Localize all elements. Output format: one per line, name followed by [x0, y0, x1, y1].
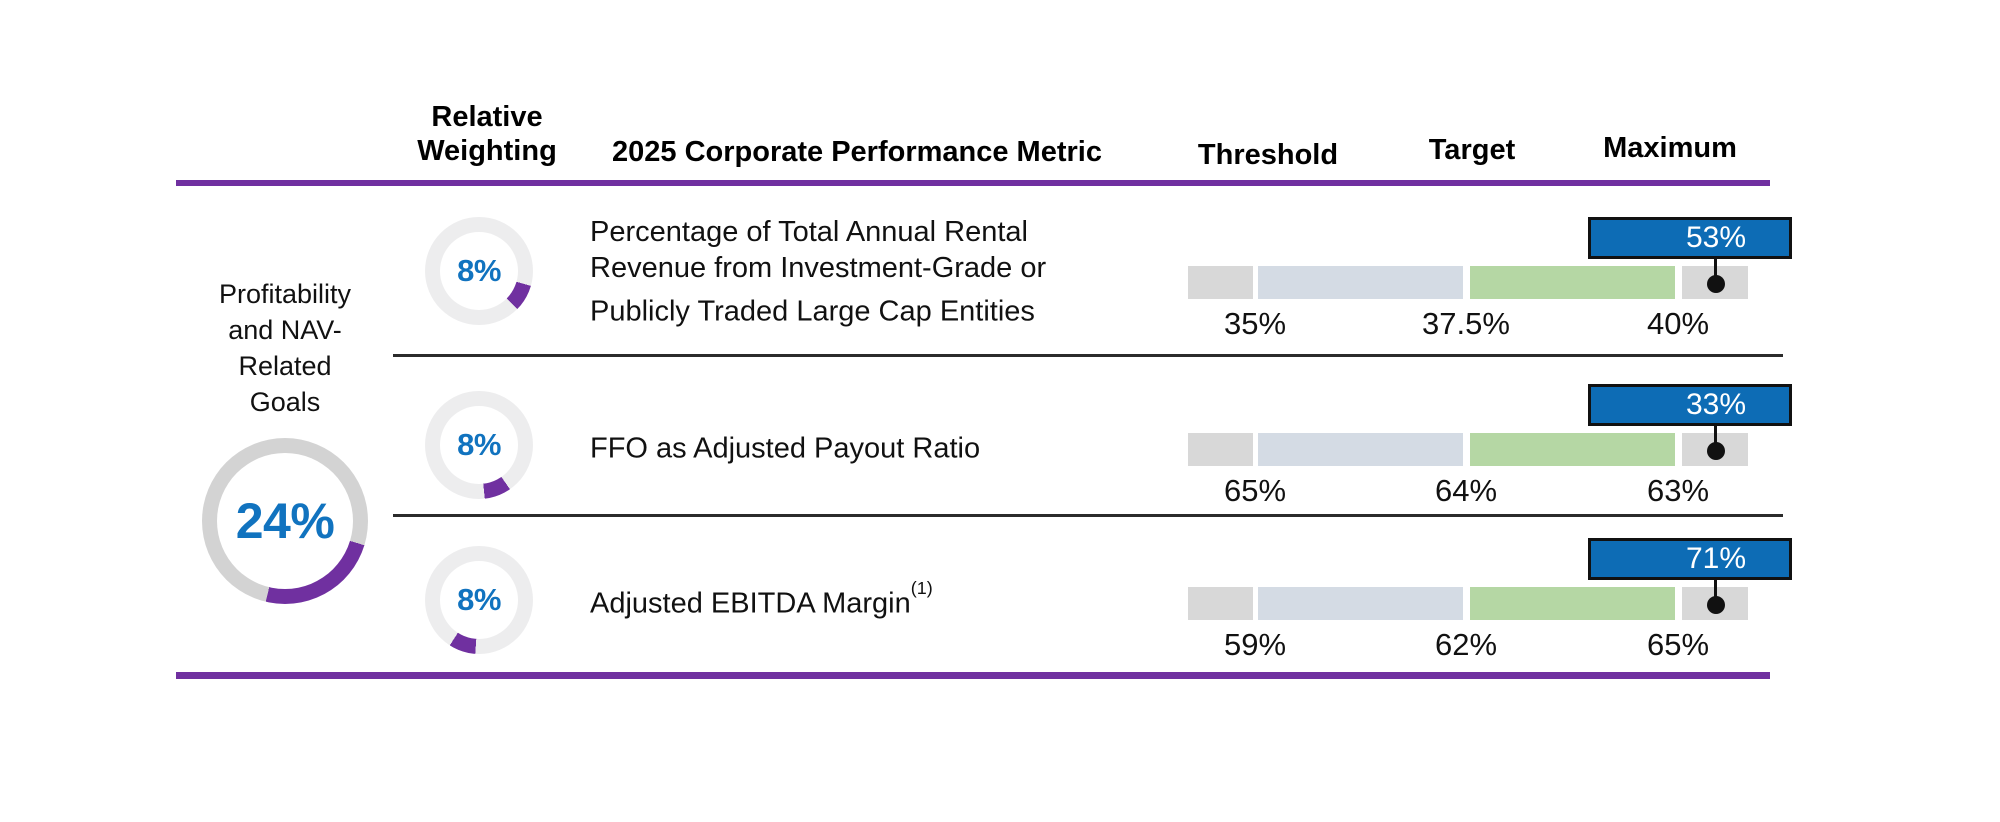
goal-group-label: Profitability and NAV- Related Goals — [218, 279, 352, 417]
actual-value: 53% — [1685, 221, 1747, 254]
performance-bar — [1188, 587, 1748, 620]
metric-row: 8% FFO as Adjusted Payout Ratio 65% 64% … — [0, 353, 2000, 514]
threshold-value: 59% — [1223, 627, 1287, 662]
performance-bar — [1188, 433, 1748, 466]
performance-bar — [1188, 266, 1748, 299]
metric-row: 8% Percentage of Total Annual Rental Rev… — [0, 186, 2000, 353]
metric-footnote: (1) — [910, 578, 933, 599]
row-weight-value: 8% — [457, 253, 501, 288]
metric-row: 8% Adjusted EBITDA Margin(1) 59% 62% 65%… — [0, 507, 2000, 672]
bar-segment-threshold-to-target — [1258, 587, 1463, 620]
row-divider — [393, 354, 1783, 357]
target-value: 37.5% — [1422, 306, 1510, 341]
threshold-value: 65% — [1223, 473, 1287, 508]
header-rule — [176, 180, 1770, 186]
column-header-threshold: Threshold — [1197, 139, 1339, 171]
maximum-value: 63% — [1646, 473, 1710, 508]
metric-text: Percentage of Total Annual Rental Revenu… — [590, 216, 1047, 328]
metric-text: Adjusted EBITDA Margin — [590, 587, 911, 620]
bar-segment-below-threshold — [1188, 433, 1253, 466]
callout-stem — [1714, 426, 1717, 451]
threshold-value: 35% — [1223, 306, 1287, 341]
bar-segment-target-to-maximum — [1470, 433, 1675, 466]
bar-segment-threshold-to-target — [1258, 266, 1463, 299]
row-weight-donut: 8% — [425, 217, 533, 325]
actual-value: 33% — [1685, 388, 1747, 421]
actual-value-callout: 33% — [1588, 384, 1792, 426]
metric-label: Percentage of Total Annual Rental Revenu… — [590, 197, 1090, 347]
callout-stem — [1714, 580, 1717, 605]
metric-label: Adjusted EBITDA Margin(1) — [590, 525, 1090, 675]
actual-value-callout: 53% — [1588, 217, 1792, 259]
actual-value-callout: 71% — [1588, 538, 1792, 580]
bar-segment-target-to-maximum — [1470, 587, 1675, 620]
column-header-maximum: Maximum — [1603, 132, 1737, 164]
row-weight-donut: 8% — [425, 391, 533, 499]
metric-text: FFO as Adjusted Payout Ratio — [590, 432, 981, 465]
bar-segment-below-threshold — [1188, 266, 1253, 299]
row-divider — [393, 514, 1783, 517]
target-value: 62% — [1434, 627, 1498, 662]
bar-segment-below-threshold — [1188, 587, 1253, 620]
row-weight-donut: 8% — [425, 546, 533, 654]
group-weight-donut: 24% — [202, 438, 368, 604]
column-header-target: Target — [1428, 134, 1516, 166]
target-value: 64% — [1434, 473, 1498, 508]
actual-marker-dot — [1707, 596, 1725, 614]
row-weight-value: 8% — [457, 427, 501, 462]
row-weight-value: 8% — [457, 582, 501, 617]
maximum-value: 65% — [1646, 627, 1710, 662]
actual-marker-dot — [1707, 442, 1725, 460]
maximum-value: 40% — [1646, 306, 1710, 341]
callout-stem — [1714, 259, 1717, 284]
actual-value: 71% — [1685, 542, 1747, 575]
bar-segment-threshold-to-target — [1258, 433, 1463, 466]
footer-rule — [176, 672, 1770, 679]
column-header-performance-metric: 2025 Corporate Performance Metric — [612, 136, 1102, 168]
column-header-relative-weighting: Relative Weighting — [417, 101, 557, 167]
actual-marker-dot — [1707, 275, 1725, 293]
group-weight-value: 24% — [235, 493, 335, 549]
bar-segment-target-to-maximum — [1470, 266, 1675, 299]
metric-label: FFO as Adjusted Payout Ratio — [590, 370, 1090, 520]
